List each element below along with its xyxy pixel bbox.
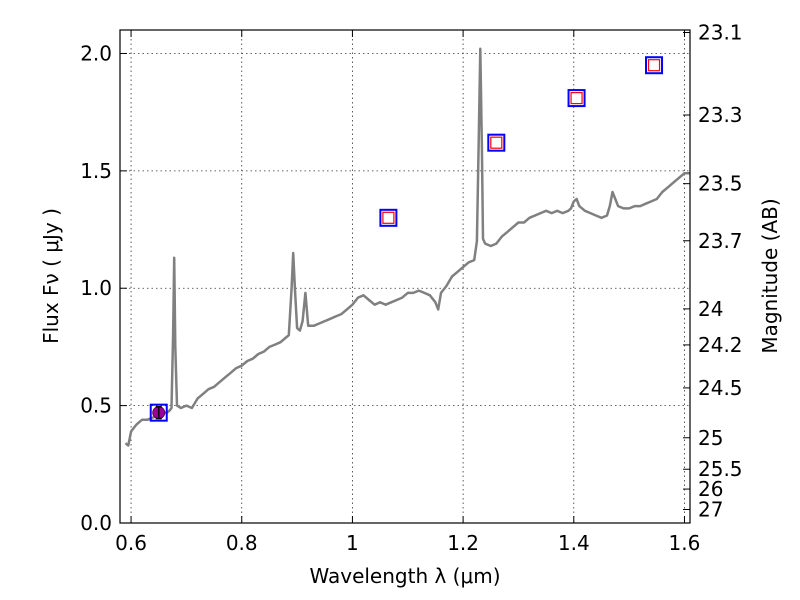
x-tick-label: 1.6: [669, 531, 701, 555]
square-marker-inner: [570, 91, 583, 105]
grid-lines: [120, 30, 690, 524]
y-axis: 0.0 0.5 1.0 1.5 2.0: [80, 41, 127, 535]
y2-tick-label: 25.5: [698, 457, 743, 481]
spectrum-series: [124, 47, 690, 447]
y2-tick-label: 23.1: [698, 21, 743, 45]
measured-point: [149, 403, 168, 422]
plot-frame: [119, 29, 691, 524]
x-axis-label: Wavelength λ (μm): [309, 564, 500, 588]
x-tick-label: 1.4: [558, 531, 590, 555]
photometry-point: [645, 56, 664, 75]
square-marker-inner: [382, 211, 395, 224]
square-marker-outer: [567, 89, 586, 108]
y-tick-label: 2.0: [80, 41, 112, 65]
x-tick-label: 1.2: [447, 531, 479, 555]
photometry-point: [487, 133, 506, 152]
y2-tick-label: 23.3: [698, 103, 743, 127]
square-marker-inner: [490, 136, 503, 149]
spectrum-line: [124, 47, 690, 447]
square-marker-outer: [487, 133, 506, 152]
y-axis-label: Flux Fν ( μJy ): [39, 208, 63, 344]
photometry-point: [567, 89, 586, 108]
square-marker-outer: [645, 56, 664, 75]
y-tick-label: 1.0: [80, 276, 112, 300]
y-tick-label: 1.5: [80, 159, 112, 183]
x-tick-label: 0.8: [226, 531, 258, 555]
square-marker-outer: [379, 208, 398, 227]
y2-tick-label: 24.2: [698, 333, 743, 357]
y2-axis-label: Magnitude (AB): [758, 198, 782, 353]
y-tick-label: 0.0: [80, 511, 112, 535]
photometry-point: [379, 208, 398, 227]
y2-tick-label: 27: [698, 497, 723, 521]
x-tick-label: 0.6: [115, 531, 147, 555]
x-tick-label: 1: [346, 531, 359, 555]
photometry-markers: [149, 56, 664, 422]
y2-tick-label: 26: [698, 477, 723, 501]
y2-tick-label: 24.5: [698, 376, 743, 400]
y2-tick-label: 24: [698, 297, 723, 321]
square-marker-outer: [149, 403, 168, 422]
y2-tick-label: 23.5: [698, 172, 743, 196]
square-marker-inner: [647, 59, 661, 72]
x-axis: 0.6 0.8 1 1.2 1.4 1.6: [115, 30, 700, 555]
y2-tick-label: 23.7: [698, 229, 743, 253]
y2-tick-label: 25: [698, 426, 723, 450]
y-tick-label: 0.5: [80, 394, 112, 418]
